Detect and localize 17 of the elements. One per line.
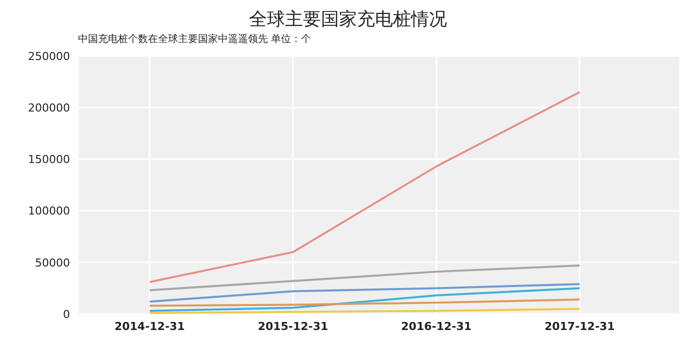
- chart-title: 全球主要国家充电桩情况: [248, 8, 448, 32]
- line-series: [148, 298, 581, 307]
- line-series: [148, 264, 581, 292]
- x-tick-label: 2016-12-31: [401, 320, 472, 333]
- y-tick-label: 0: [63, 308, 70, 321]
- line-series: [148, 287, 581, 312]
- y-tick-label: 150000: [28, 153, 70, 166]
- line-series: [148, 283, 581, 303]
- y-tick-label: 200000: [28, 102, 70, 115]
- chart-subtitle: 中国充电桩个数在全球主要国家中遥遥领先 单位：个: [78, 32, 312, 47]
- x-tick-label: 2017-12-31: [544, 320, 615, 333]
- line-series: [148, 91, 581, 284]
- x-tick-label: 2015-12-31: [258, 320, 328, 333]
- x-tick-label: 2014-12-31: [114, 320, 185, 333]
- y-tick-label: 100000: [28, 204, 70, 218]
- y-tick-label: 250000: [28, 50, 70, 63]
- y-tick-label: 50000: [35, 256, 70, 270]
